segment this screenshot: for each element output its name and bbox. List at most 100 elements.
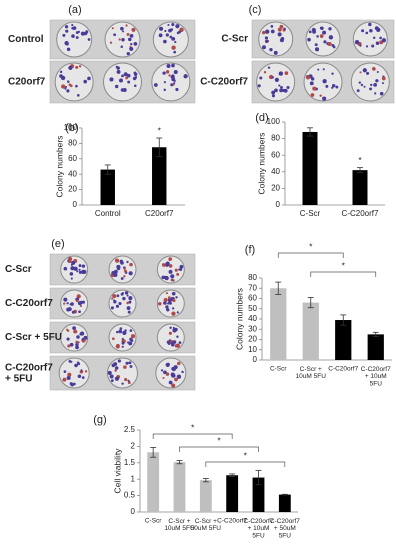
colony [171, 366, 177, 372]
y-tick-label: 1 [131, 474, 136, 483]
colony [178, 341, 182, 345]
colony [59, 70, 63, 74]
colony [131, 27, 136, 32]
significance-bracket [152, 433, 233, 439]
colony [120, 277, 124, 280]
colony [62, 33, 66, 37]
colony [67, 372, 72, 377]
colony [123, 72, 128, 77]
colony [63, 266, 68, 271]
colony [277, 27, 282, 32]
significance-mark: * [217, 435, 221, 445]
significance-mark: * [158, 125, 162, 135]
colony [278, 84, 281, 87]
colony [183, 74, 188, 79]
colony [114, 369, 117, 372]
colony [314, 47, 320, 52]
colony [308, 30, 312, 34]
colony [164, 29, 167, 33]
colony [264, 39, 269, 43]
colony [113, 362, 118, 366]
y-tick-label: 2 [131, 442, 136, 451]
y-tick-label: 0.5 [124, 491, 136, 500]
panel-label: (b) [65, 122, 78, 134]
colony [167, 296, 171, 300]
colony [174, 377, 178, 382]
y-tick-label: 20 [248, 335, 257, 344]
y-tick-label: 20 [271, 184, 280, 193]
colony [368, 22, 372, 27]
colony [176, 311, 179, 314]
y-tick-label: 100 [64, 123, 78, 132]
colony [274, 77, 279, 82]
colony [123, 275, 126, 278]
y-tick-label: 0 [131, 507, 136, 516]
colony [163, 39, 167, 44]
y-tick-label: 2.5 [124, 425, 136, 434]
colony [328, 27, 332, 31]
colony [112, 294, 117, 299]
y-axis-label: Colony numbers [256, 133, 266, 195]
colony [129, 364, 133, 368]
colony [277, 32, 282, 37]
photo-label: C-C20orf7 + 5FU [5, 362, 53, 384]
colony [124, 378, 128, 382]
colony [279, 88, 283, 93]
colony [379, 40, 384, 45]
colony [77, 341, 80, 344]
colony [331, 72, 334, 75]
colony [320, 26, 324, 31]
colony [369, 87, 373, 91]
colony [113, 269, 118, 274]
colony [109, 374, 114, 379]
colony [130, 334, 136, 339]
colony [77, 374, 82, 379]
bar [367, 334, 384, 360]
colony [119, 78, 123, 83]
colony [178, 30, 182, 34]
colony [126, 73, 131, 78]
colony [369, 28, 373, 33]
y-axis-label: Colony numbers [234, 288, 244, 350]
colony [125, 76, 129, 80]
photo-label: C20orf7 [8, 77, 46, 88]
y-tick-label: 50 [248, 304, 257, 313]
x-tick-label: C-Scr +10uM 5FU [296, 366, 327, 380]
colony [265, 29, 270, 34]
colony [170, 341, 174, 345]
colony [124, 329, 127, 332]
colony [123, 365, 127, 369]
colony [310, 77, 315, 81]
colony [371, 44, 375, 48]
colony [68, 256, 73, 262]
panel-label: (e) [51, 238, 64, 250]
colony [332, 83, 336, 88]
colony [68, 65, 73, 71]
colony [120, 88, 125, 92]
colony [322, 30, 327, 35]
colony [362, 68, 367, 73]
colony [116, 66, 120, 70]
colony [64, 87, 67, 90]
colony [169, 326, 172, 329]
colony [379, 91, 384, 96]
colony [269, 47, 273, 52]
colony [71, 34, 75, 38]
colony [168, 257, 173, 261]
colony [127, 381, 131, 385]
y-axis-label: Cell viability [112, 448, 122, 494]
colony [259, 76, 263, 80]
colony [261, 30, 266, 35]
colony [359, 44, 362, 47]
colony [78, 310, 81, 314]
colony [72, 26, 77, 30]
colony [331, 86, 334, 89]
colony [161, 263, 166, 267]
colony [171, 45, 176, 50]
significance-mark: * [191, 422, 195, 432]
bar [173, 462, 186, 512]
colony [168, 28, 172, 33]
colony [129, 34, 134, 38]
colony [114, 84, 119, 89]
colony [80, 369, 83, 372]
